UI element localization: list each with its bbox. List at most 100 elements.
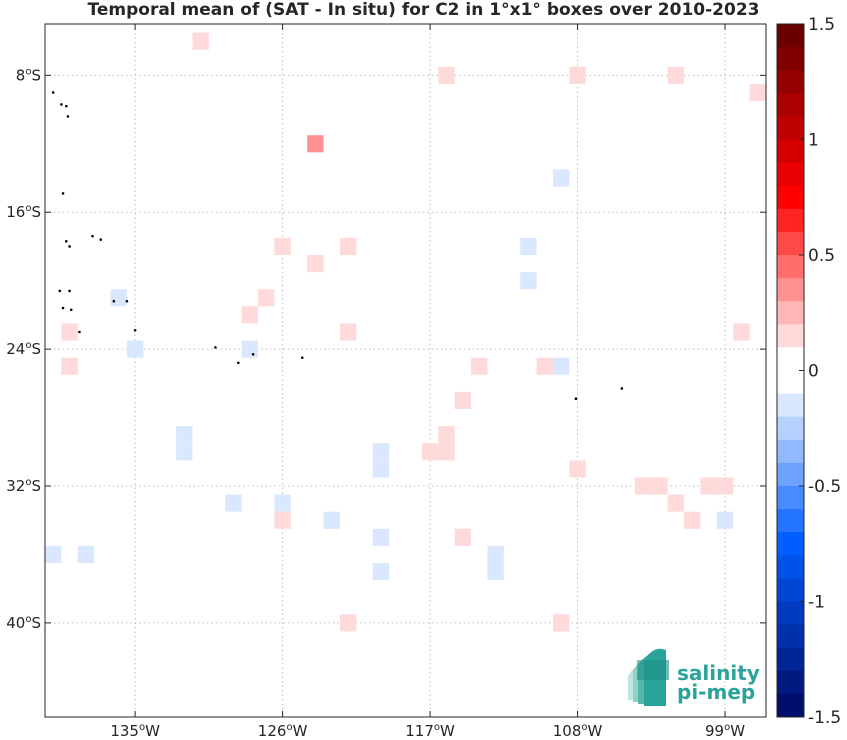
island-marker bbox=[65, 104, 68, 108]
salinity-pi-mep-logo: salinity pi-mep bbox=[628, 648, 760, 706]
data-cell bbox=[487, 545, 504, 563]
colorbar-segment bbox=[777, 370, 804, 395]
island-marker bbox=[574, 397, 578, 401]
island-marker bbox=[99, 238, 103, 241]
map-plot-area bbox=[45, 24, 766, 717]
x-tick-label: 117oW bbox=[405, 722, 455, 740]
island-marker bbox=[60, 103, 63, 106]
data-cell bbox=[110, 289, 127, 307]
map-title: Temporal mean of (SAT - In situ) for C2 … bbox=[87, 0, 760, 20]
islands bbox=[51, 91, 624, 401]
colorbar-segment bbox=[777, 278, 804, 302]
grid-lines bbox=[45, 24, 766, 717]
data-cell bbox=[471, 357, 488, 375]
data-cell bbox=[241, 306, 259, 324]
y-tick-label: 24oS bbox=[6, 340, 41, 358]
data-cell bbox=[372, 460, 390, 478]
x-axis-ticks: 135oW 126oW 117oW 108oW 99oW bbox=[110, 24, 745, 740]
island-marker bbox=[66, 115, 70, 118]
data-cell bbox=[552, 614, 570, 632]
data-cell bbox=[192, 32, 209, 50]
data-cell bbox=[77, 545, 95, 563]
colorbar-segment bbox=[777, 509, 804, 533]
island-marker bbox=[68, 289, 71, 293]
data-cell bbox=[323, 511, 340, 529]
data-cell bbox=[307, 255, 324, 273]
y-tick-label: 40oS bbox=[6, 614, 41, 632]
colorbar-segment bbox=[777, 231, 804, 256]
colorbar-tick-label: -1 bbox=[808, 593, 825, 613]
island-marker bbox=[237, 361, 240, 365]
island-marker bbox=[125, 299, 129, 303]
data-cell bbox=[339, 237, 357, 255]
island-marker bbox=[112, 299, 116, 303]
colorbar-segment bbox=[777, 116, 804, 140]
island-marker bbox=[61, 306, 65, 310]
data-cell bbox=[45, 545, 62, 563]
colorbar: 1.5 1 0.5 0 -0.5 -1 -1.5 bbox=[776, 15, 841, 728]
data-cell bbox=[126, 340, 144, 358]
data-cell bbox=[651, 477, 668, 495]
colorbar-tick-label: 1 bbox=[808, 131, 819, 151]
data-cell bbox=[552, 357, 570, 375]
x-tick-label: 99oW bbox=[705, 722, 745, 740]
data-cell bbox=[339, 323, 357, 341]
colorbar-segment bbox=[777, 208, 804, 233]
colorbar-segment bbox=[777, 439, 804, 464]
x-tick-label: 135oW bbox=[110, 722, 160, 740]
island-marker bbox=[214, 346, 217, 349]
data-cell bbox=[733, 323, 750, 341]
y-tick-label: 32oS bbox=[6, 477, 41, 495]
data-cell bbox=[667, 494, 685, 512]
data-cell bbox=[61, 357, 78, 375]
colorbar-segment bbox=[777, 393, 804, 418]
y-tick-label: 8oS bbox=[16, 66, 41, 84]
colorbar-segment bbox=[777, 255, 804, 279]
colorbar-segment bbox=[777, 47, 804, 71]
island-marker bbox=[69, 308, 73, 312]
data-cell bbox=[667, 66, 685, 84]
data-cell bbox=[520, 272, 537, 290]
data-cell bbox=[438, 426, 455, 444]
colorbar-tick-label: 0 bbox=[808, 362, 819, 382]
island-marker bbox=[68, 245, 71, 248]
data-cell bbox=[684, 511, 701, 529]
colorbar-segment bbox=[777, 324, 804, 348]
colorbar-tick-label: -0.5 bbox=[808, 477, 841, 497]
data-cell bbox=[274, 237, 291, 255]
data-cell bbox=[372, 528, 390, 546]
island-marker bbox=[51, 91, 55, 94]
colorbar-segment bbox=[777, 578, 804, 602]
colorbar-segment bbox=[777, 24, 804, 48]
island-marker bbox=[251, 352, 255, 356]
colorbar-segment bbox=[777, 185, 804, 210]
island-marker bbox=[65, 240, 68, 243]
data-cell bbox=[716, 477, 734, 495]
colorbar-segment bbox=[777, 647, 804, 672]
island-marker bbox=[300, 356, 304, 359]
colorbar-tick-label: 1.5 bbox=[808, 15, 835, 35]
data-cell bbox=[536, 357, 553, 375]
x-tick-label: 108oW bbox=[553, 722, 603, 740]
island-marker bbox=[133, 328, 137, 332]
data-cell bbox=[634, 477, 652, 495]
data-cell bbox=[438, 443, 455, 461]
map-border bbox=[44, 23, 767, 718]
colorbar-segment bbox=[777, 462, 804, 487]
island-marker bbox=[61, 192, 65, 195]
data-cell bbox=[307, 135, 324, 153]
island-marker bbox=[620, 387, 624, 390]
data-cell bbox=[552, 169, 570, 187]
data-cell bbox=[421, 443, 439, 461]
data-cell bbox=[241, 340, 259, 358]
island-marker bbox=[91, 234, 94, 238]
logo-text-pi-mep: pi-mep bbox=[677, 680, 755, 704]
data-cell bbox=[716, 511, 734, 529]
data-cells bbox=[45, 32, 766, 632]
data-cell bbox=[61, 323, 78, 341]
colorbar-segment bbox=[777, 532, 804, 556]
x-tick-label: 126oW bbox=[258, 722, 308, 740]
data-cell bbox=[700, 477, 717, 495]
colorbar-segment bbox=[777, 670, 804, 695]
